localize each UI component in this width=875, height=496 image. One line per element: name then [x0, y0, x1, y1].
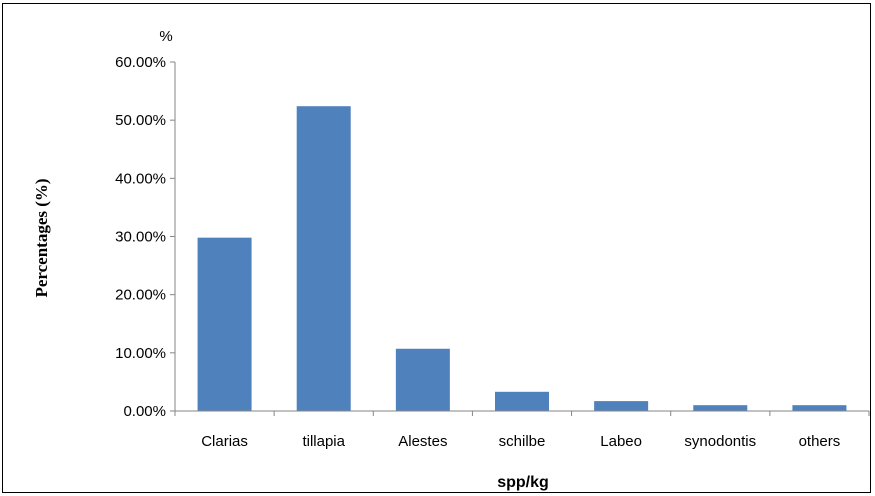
bar-schilbe: [495, 391, 549, 411]
y-tick-label: 0.00%: [123, 403, 166, 420]
y-tick-label: 30.00%: [115, 229, 166, 246]
x-category-label: synodontis: [684, 433, 756, 450]
x-category-label: Alestes: [398, 433, 447, 450]
bars: [197, 106, 847, 411]
y-tick-label: 60.00%: [115, 54, 166, 71]
bar-tillapia: [296, 106, 351, 411]
x-category-label: schilbe: [499, 433, 546, 450]
y-axis-unit-label: %: [159, 28, 172, 45]
y-tick-label: 20.00%: [115, 287, 166, 304]
y-axis-title: Percentages (%): [32, 178, 51, 297]
bar-alestes: [395, 348, 450, 411]
y-tick-label: 40.00%: [115, 170, 166, 187]
y-axis-ticks: 0.00% 10.00% 20.00% 30.00% 40.00% 50.00% 60.00…: [115, 54, 175, 420]
y-tick-label: 10.00%: [115, 345, 166, 362]
x-axis-category-labels: Clarias tillapia Alestes schilbe Labeo synodo…: [201, 433, 840, 450]
x-category-label: tillapia: [302, 433, 345, 450]
x-axis-title: spp/kg: [497, 474, 549, 491]
bar-synodontis: [693, 405, 748, 411]
x-category-label: Clarias: [201, 433, 248, 450]
bar-labeo: [594, 401, 649, 411]
x-category-label: others: [799, 433, 841, 450]
x-category-label: Labeo: [600, 433, 642, 450]
bar-others: [792, 405, 847, 411]
y-tick-label: 50.00%: [115, 112, 166, 129]
bar-clarias: [197, 237, 252, 411]
x-axis-ticks: [174, 411, 870, 416]
